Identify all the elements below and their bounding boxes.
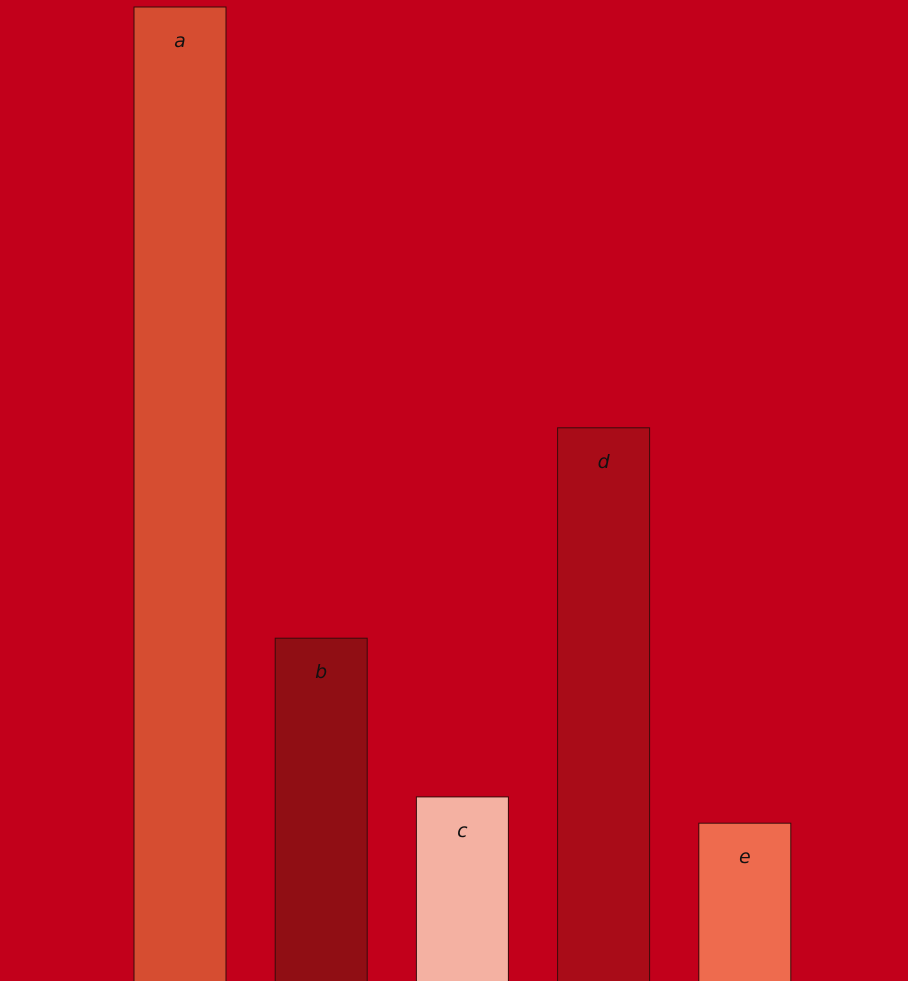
bar-label-b: b	[315, 661, 327, 683]
bar-label-a: a	[174, 30, 186, 52]
bar-d	[557, 427, 651, 981]
bar-b	[274, 637, 368, 981]
bar-a	[133, 6, 227, 981]
bar-labels-group: a b c d e	[174, 30, 750, 868]
bar-c	[415, 796, 509, 981]
bar-label-d: d	[598, 451, 611, 473]
bars-group	[133, 6, 792, 981]
bar-e	[698, 822, 792, 981]
bar-label-c: c	[457, 820, 468, 842]
bar-label-e: e	[739, 846, 751, 868]
